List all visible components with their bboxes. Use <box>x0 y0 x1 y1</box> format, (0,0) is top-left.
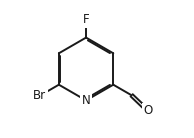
Text: Br: Br <box>33 89 47 102</box>
Text: F: F <box>83 13 89 26</box>
Text: O: O <box>143 104 152 117</box>
Text: N: N <box>82 94 90 107</box>
